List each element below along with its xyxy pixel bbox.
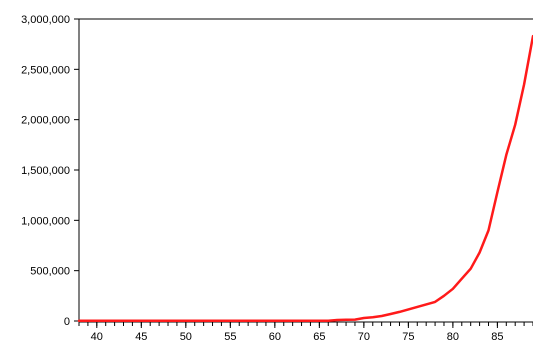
x-tick-label: 70 [358,331,370,343]
y-tick-label: 0 [64,316,70,328]
series-line [77,34,533,323]
y-tick-label: 1,500,000 [21,165,70,177]
y-tick-label: 2,000,000 [21,115,70,127]
x-tick-label: 45 [135,331,147,343]
y-tick-label: 3,000,000 [21,14,70,26]
x-tick-label: 50 [180,331,192,343]
x-tick-label: 65 [313,331,325,343]
y-tick-label: 1,000,000 [21,215,70,227]
x-tick-label: 75 [402,331,414,343]
x-tick-label: 80 [447,331,459,343]
x-tick-label: 60 [269,331,281,343]
y-tick-label: 500,000 [30,266,70,278]
x-tick-label: 40 [91,331,103,343]
x-tick-label: 55 [224,331,236,343]
y-axis: 0 500,000 1,000,000 1,500,000 2,000,000 2,500… [21,14,79,328]
y-tick-label: 2,500,000 [21,64,70,76]
series-group [77,34,533,323]
x-axis: 40 45 50 55 60 65 70 75 80 85 [78,322,533,343]
x-tick-label: 85 [491,331,503,343]
